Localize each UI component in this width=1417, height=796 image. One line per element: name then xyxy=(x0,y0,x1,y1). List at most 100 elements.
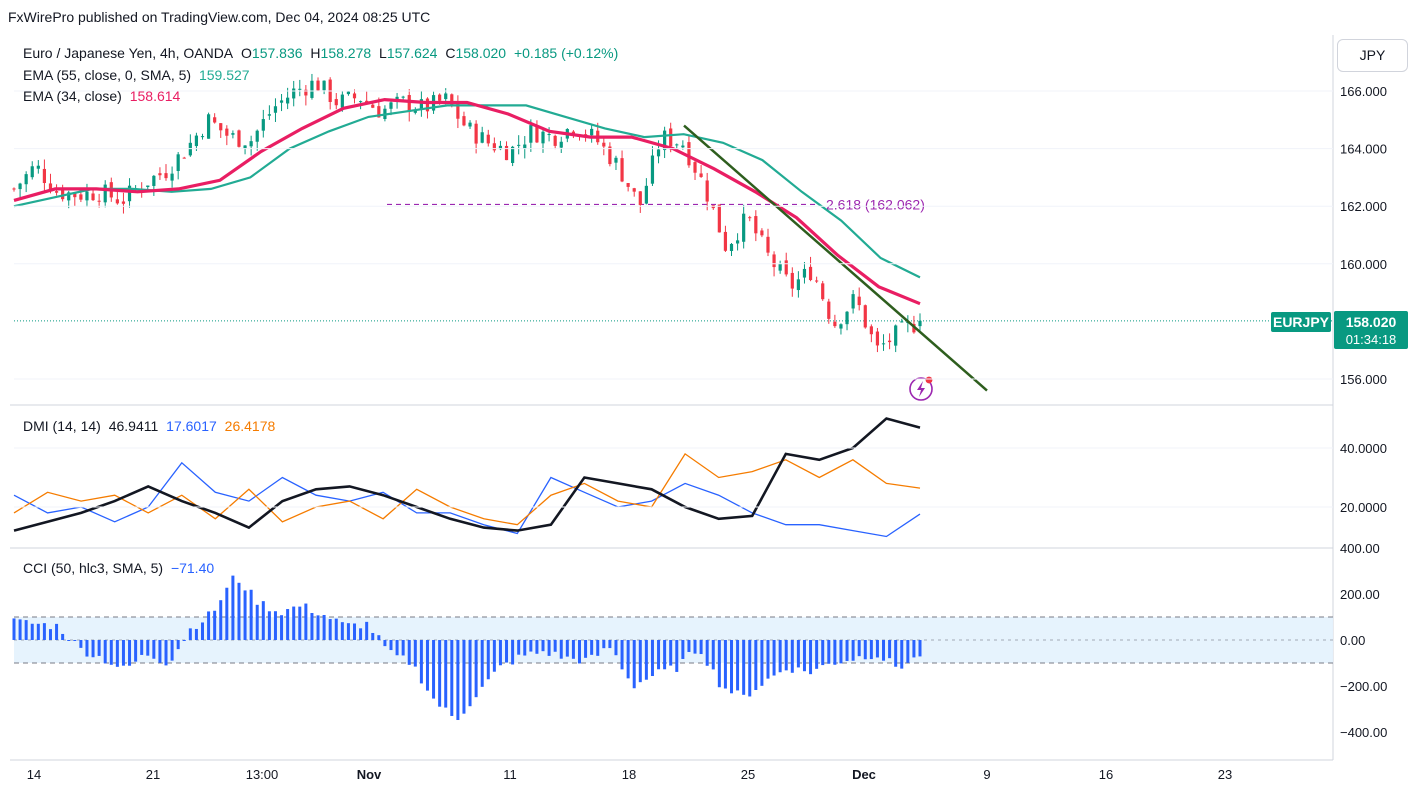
cci-bar xyxy=(505,640,509,663)
candle-body xyxy=(413,110,417,113)
time-axis-ticks: 14 21 13:00 Nov 11 18 25 Dec 9 16 23 xyxy=(27,767,1232,782)
cci-bar xyxy=(371,632,375,640)
plus-di-value: 17.6017 xyxy=(166,418,217,434)
cci-tick: −400.00 xyxy=(1340,725,1387,740)
price-tick: 166.000 xyxy=(1340,84,1387,99)
fib-level-label: 2.618 (162.062) xyxy=(826,196,925,212)
candle-body xyxy=(182,157,186,159)
cci-bar xyxy=(693,640,697,654)
cci-bar xyxy=(36,623,40,640)
cci-bar xyxy=(389,640,393,651)
candle-body xyxy=(827,301,831,319)
cci-bar xyxy=(748,640,752,697)
time-tick: 23 xyxy=(1218,767,1232,782)
candle-body xyxy=(663,130,667,151)
currency-button[interactable]: JPY xyxy=(1337,39,1408,72)
cci-bar xyxy=(736,640,740,691)
cci-bar xyxy=(340,622,344,640)
candle-body xyxy=(18,183,22,190)
cci-bar xyxy=(608,640,612,649)
cci-bar xyxy=(644,640,648,680)
candle-body xyxy=(559,141,563,148)
cci-bar xyxy=(316,615,320,640)
candle-body xyxy=(656,149,661,157)
candle-body xyxy=(881,343,886,345)
candle-body xyxy=(170,173,174,181)
minus-di-value: 26.4178 xyxy=(224,418,276,434)
cci-bar xyxy=(292,606,296,640)
price-tick: 156.000 xyxy=(1340,372,1387,387)
cci-bar xyxy=(675,640,679,672)
cci-bar xyxy=(140,640,144,655)
cci-bar xyxy=(553,640,557,652)
cci-bar xyxy=(882,640,886,661)
candle-body xyxy=(669,128,673,147)
cci-bar xyxy=(255,604,259,640)
candle-body xyxy=(298,88,302,90)
candle-body xyxy=(772,254,776,268)
candle-body xyxy=(249,141,253,147)
ema34-label: EMA (34, close) xyxy=(23,88,122,104)
cci-bar xyxy=(419,640,423,684)
cci-bar xyxy=(328,619,332,640)
trendline[interactable] xyxy=(683,124,988,392)
cci-bar xyxy=(626,640,630,679)
time-tick: 18 xyxy=(622,767,636,782)
cci-bar xyxy=(438,640,442,707)
candle-body xyxy=(121,201,126,204)
candle-body xyxy=(48,183,53,192)
candle-body xyxy=(158,173,162,176)
cci-bar xyxy=(730,640,734,694)
candle-body xyxy=(225,128,229,136)
cci-bar xyxy=(164,640,168,666)
cci-bar xyxy=(243,590,247,640)
cci-bar xyxy=(577,640,581,664)
candle-body xyxy=(869,326,873,335)
cci-bar xyxy=(170,640,174,661)
candle-body xyxy=(778,263,782,271)
candle-body xyxy=(279,100,284,103)
cci-bar xyxy=(103,640,107,664)
candle-body xyxy=(213,117,217,123)
dmi-pane[interactable]: 40.0000 20.0000 xyxy=(13,417,1387,538)
cci-bar xyxy=(547,640,551,656)
cci-bar xyxy=(231,575,235,640)
cci-bar xyxy=(353,623,357,640)
cci-bar xyxy=(663,640,667,670)
cci-bar xyxy=(602,640,606,649)
candle-body xyxy=(231,133,235,135)
cci-bar xyxy=(401,640,405,656)
cci-bar xyxy=(273,611,277,640)
candle-body xyxy=(91,193,95,201)
cci-pane[interactable]: 400.00 200.00 0.00 −200.00 −400.00 xyxy=(12,541,1388,740)
candle-body xyxy=(614,157,618,163)
cci-bar xyxy=(365,621,369,640)
cci-bar xyxy=(565,640,569,657)
alert-icon[interactable] xyxy=(909,376,933,401)
cci-bar xyxy=(12,618,16,640)
cci-bar xyxy=(711,640,715,670)
cci-bar xyxy=(152,640,156,659)
cci-bar xyxy=(298,606,302,640)
candle-body xyxy=(541,131,545,144)
price-pane[interactable]: 2.618 (162.062) 166.000 164.000 162.000 160… xyxy=(12,73,1387,401)
candle-body xyxy=(176,154,180,171)
candle-body xyxy=(200,136,205,138)
candle-body xyxy=(857,296,861,306)
cci-bar xyxy=(121,640,125,666)
cci-bar xyxy=(462,640,466,714)
time-tick: Nov xyxy=(357,767,382,782)
candle-body xyxy=(30,166,34,178)
candle-body xyxy=(821,283,825,300)
candle-body xyxy=(377,106,381,118)
svg-text:158.020: 158.020 xyxy=(1346,314,1397,330)
candle-body xyxy=(717,204,721,233)
cci-bar xyxy=(207,611,211,640)
cci-bar xyxy=(280,615,284,640)
candle-body xyxy=(638,191,642,206)
cci-tick: 0.00 xyxy=(1340,633,1365,648)
candle-body xyxy=(401,96,405,98)
cci-bar xyxy=(492,640,496,672)
candle-body xyxy=(693,162,697,173)
